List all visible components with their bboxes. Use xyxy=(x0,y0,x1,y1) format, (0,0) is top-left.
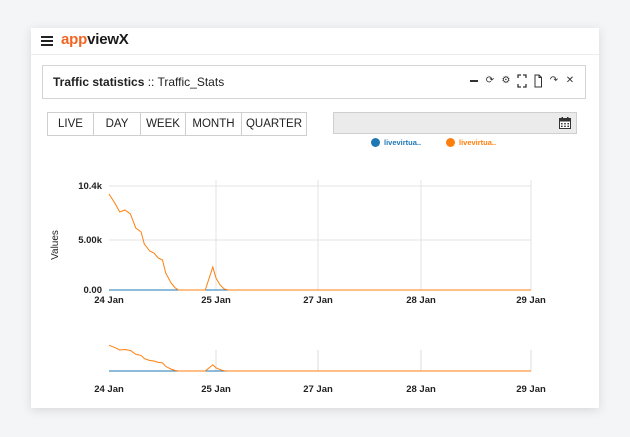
calendar-icon[interactable] xyxy=(559,117,571,129)
x-tick-label: 27 Jan xyxy=(303,295,333,306)
range-week-button[interactable]: WEEK xyxy=(141,113,186,135)
widget-title-main: Traffic statistics xyxy=(53,75,145,89)
legend-dot-series-1 xyxy=(371,138,380,147)
y-tick-label: 0.00 xyxy=(84,285,103,296)
range-month-button[interactable]: MONTH xyxy=(186,113,242,135)
y-axis-label: Values xyxy=(50,230,61,260)
series-line-2 xyxy=(108,193,531,291)
logo-app-text: app xyxy=(61,31,88,48)
expand-icon[interactable] xyxy=(517,74,527,88)
y-tick-label: 5.00k xyxy=(78,235,102,246)
navigator-x-tick-label: 29 Jan xyxy=(516,384,546,395)
legend-label-series-1: livevirtua.. xyxy=(384,138,422,147)
top-bar: appviewX xyxy=(31,28,599,55)
legend-dot-series-2 xyxy=(446,138,455,147)
settings-icon[interactable]: ⚙ xyxy=(501,75,511,86)
share-icon[interactable]: ↷ xyxy=(549,75,559,86)
navigator-x-tick-label: 25 Jan xyxy=(201,384,231,395)
navigator-x-tick-label: 28 Jan xyxy=(406,384,436,395)
export-icon[interactable] xyxy=(533,74,543,88)
widget-title: Traffic statistics :: Traffic_Stats xyxy=(53,75,224,89)
range-day-button[interactable]: DAY xyxy=(94,113,141,135)
date-range-input[interactable] xyxy=(333,112,577,134)
time-range-selector: LIVE DAY WEEK MONTH QUARTER xyxy=(47,112,307,136)
navigator-x-tick-label: 27 Jan xyxy=(303,384,333,395)
widget-title-name: Traffic_Stats xyxy=(157,75,225,89)
app-window: appviewX Traffic statistics :: Traffic_S… xyxy=(31,28,599,408)
widget-header: Traffic statistics :: Traffic_Stats ⟳ ⚙ … xyxy=(42,65,586,99)
x-tick-label: 28 Jan xyxy=(406,295,436,306)
hamburger-menu-icon[interactable] xyxy=(41,36,53,46)
refresh-icon[interactable]: ⟳ xyxy=(485,75,495,86)
minimize-icon[interactable] xyxy=(469,74,479,88)
legend-item-series-2[interactable]: livevirtua.. xyxy=(446,138,496,147)
range-live-button[interactable]: LIVE xyxy=(48,113,94,135)
close-icon[interactable]: ✕ xyxy=(565,75,575,86)
y-tick-label: 10.4k xyxy=(78,181,102,192)
app-logo[interactable]: appviewX xyxy=(61,31,129,48)
x-tick-label: 29 Jan xyxy=(516,295,546,306)
logo-viewx-text: viewX xyxy=(87,31,129,48)
legend-label-series-2: livevirtua.. xyxy=(459,138,497,147)
widget-title-separator: :: xyxy=(144,75,158,89)
legend-item-series-1[interactable]: livevirtua.. xyxy=(371,138,421,147)
x-tick-label: 25 Jan xyxy=(201,295,231,306)
widget-toolbar: ⟳ ⚙ ↷ ✕ xyxy=(469,74,575,88)
navigator-x-tick-label: 24 Jan xyxy=(94,384,124,395)
x-tick-label: 24 Jan xyxy=(94,295,124,306)
navigator-series-line-2 xyxy=(108,344,531,372)
range-quarter-button[interactable]: QUARTER xyxy=(245,118,303,130)
